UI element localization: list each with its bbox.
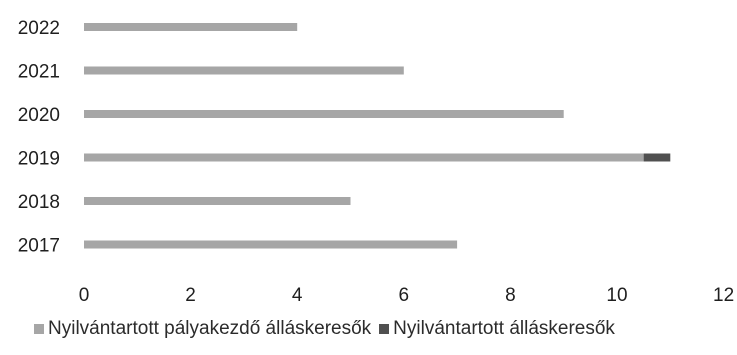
y-tick-label-2021: 2021 — [18, 62, 60, 83]
bar-2021-series-1 — [84, 66, 404, 75]
y-tick-label-2019: 2019 — [18, 149, 60, 170]
x-tick-label-4: 4 — [292, 285, 303, 306]
x-tick-label-6: 6 — [399, 285, 410, 306]
x-tick-label-2: 2 — [185, 285, 196, 306]
legend-swatch-series-1 — [34, 324, 44, 334]
bar-2019-series-2 — [643, 153, 671, 162]
x-tick-label-0: 0 — [79, 285, 90, 306]
y-tick-label-2017: 2017 — [18, 236, 60, 257]
bar-2018-series-1 — [84, 197, 351, 205]
bar-2017-series-1 — [84, 240, 458, 249]
legend-item-series-2: Nyilvántartott álláskeresők — [379, 318, 615, 340]
x-tick-label-10: 10 — [606, 285, 627, 306]
legend: Nyilvántartott pályakezdő álláskeresők N… — [34, 318, 734, 340]
x-tick-label-8: 8 — [505, 285, 516, 306]
bar-2020-series-1 — [84, 110, 564, 118]
bar-2022-series-1 — [84, 23, 298, 31]
y-tick-label-2018: 2018 — [18, 192, 60, 213]
y-tick-label-2020: 2020 — [18, 105, 60, 126]
legend-item-series-1: Nyilvántartott pályakezdő álláskeresők — [34, 318, 371, 340]
legend-label-series-1: Nyilvántartott pályakezdő álláskeresők — [48, 318, 372, 339]
y-tick-label-2022: 2022 — [18, 18, 60, 39]
x-tick-label-12: 12 — [713, 285, 734, 306]
bar-2019-series-1 — [84, 153, 644, 162]
legend-label-series-2: Nyilvántartott álláskeresők — [393, 318, 615, 339]
legend-swatch-series-2 — [379, 324, 390, 334]
